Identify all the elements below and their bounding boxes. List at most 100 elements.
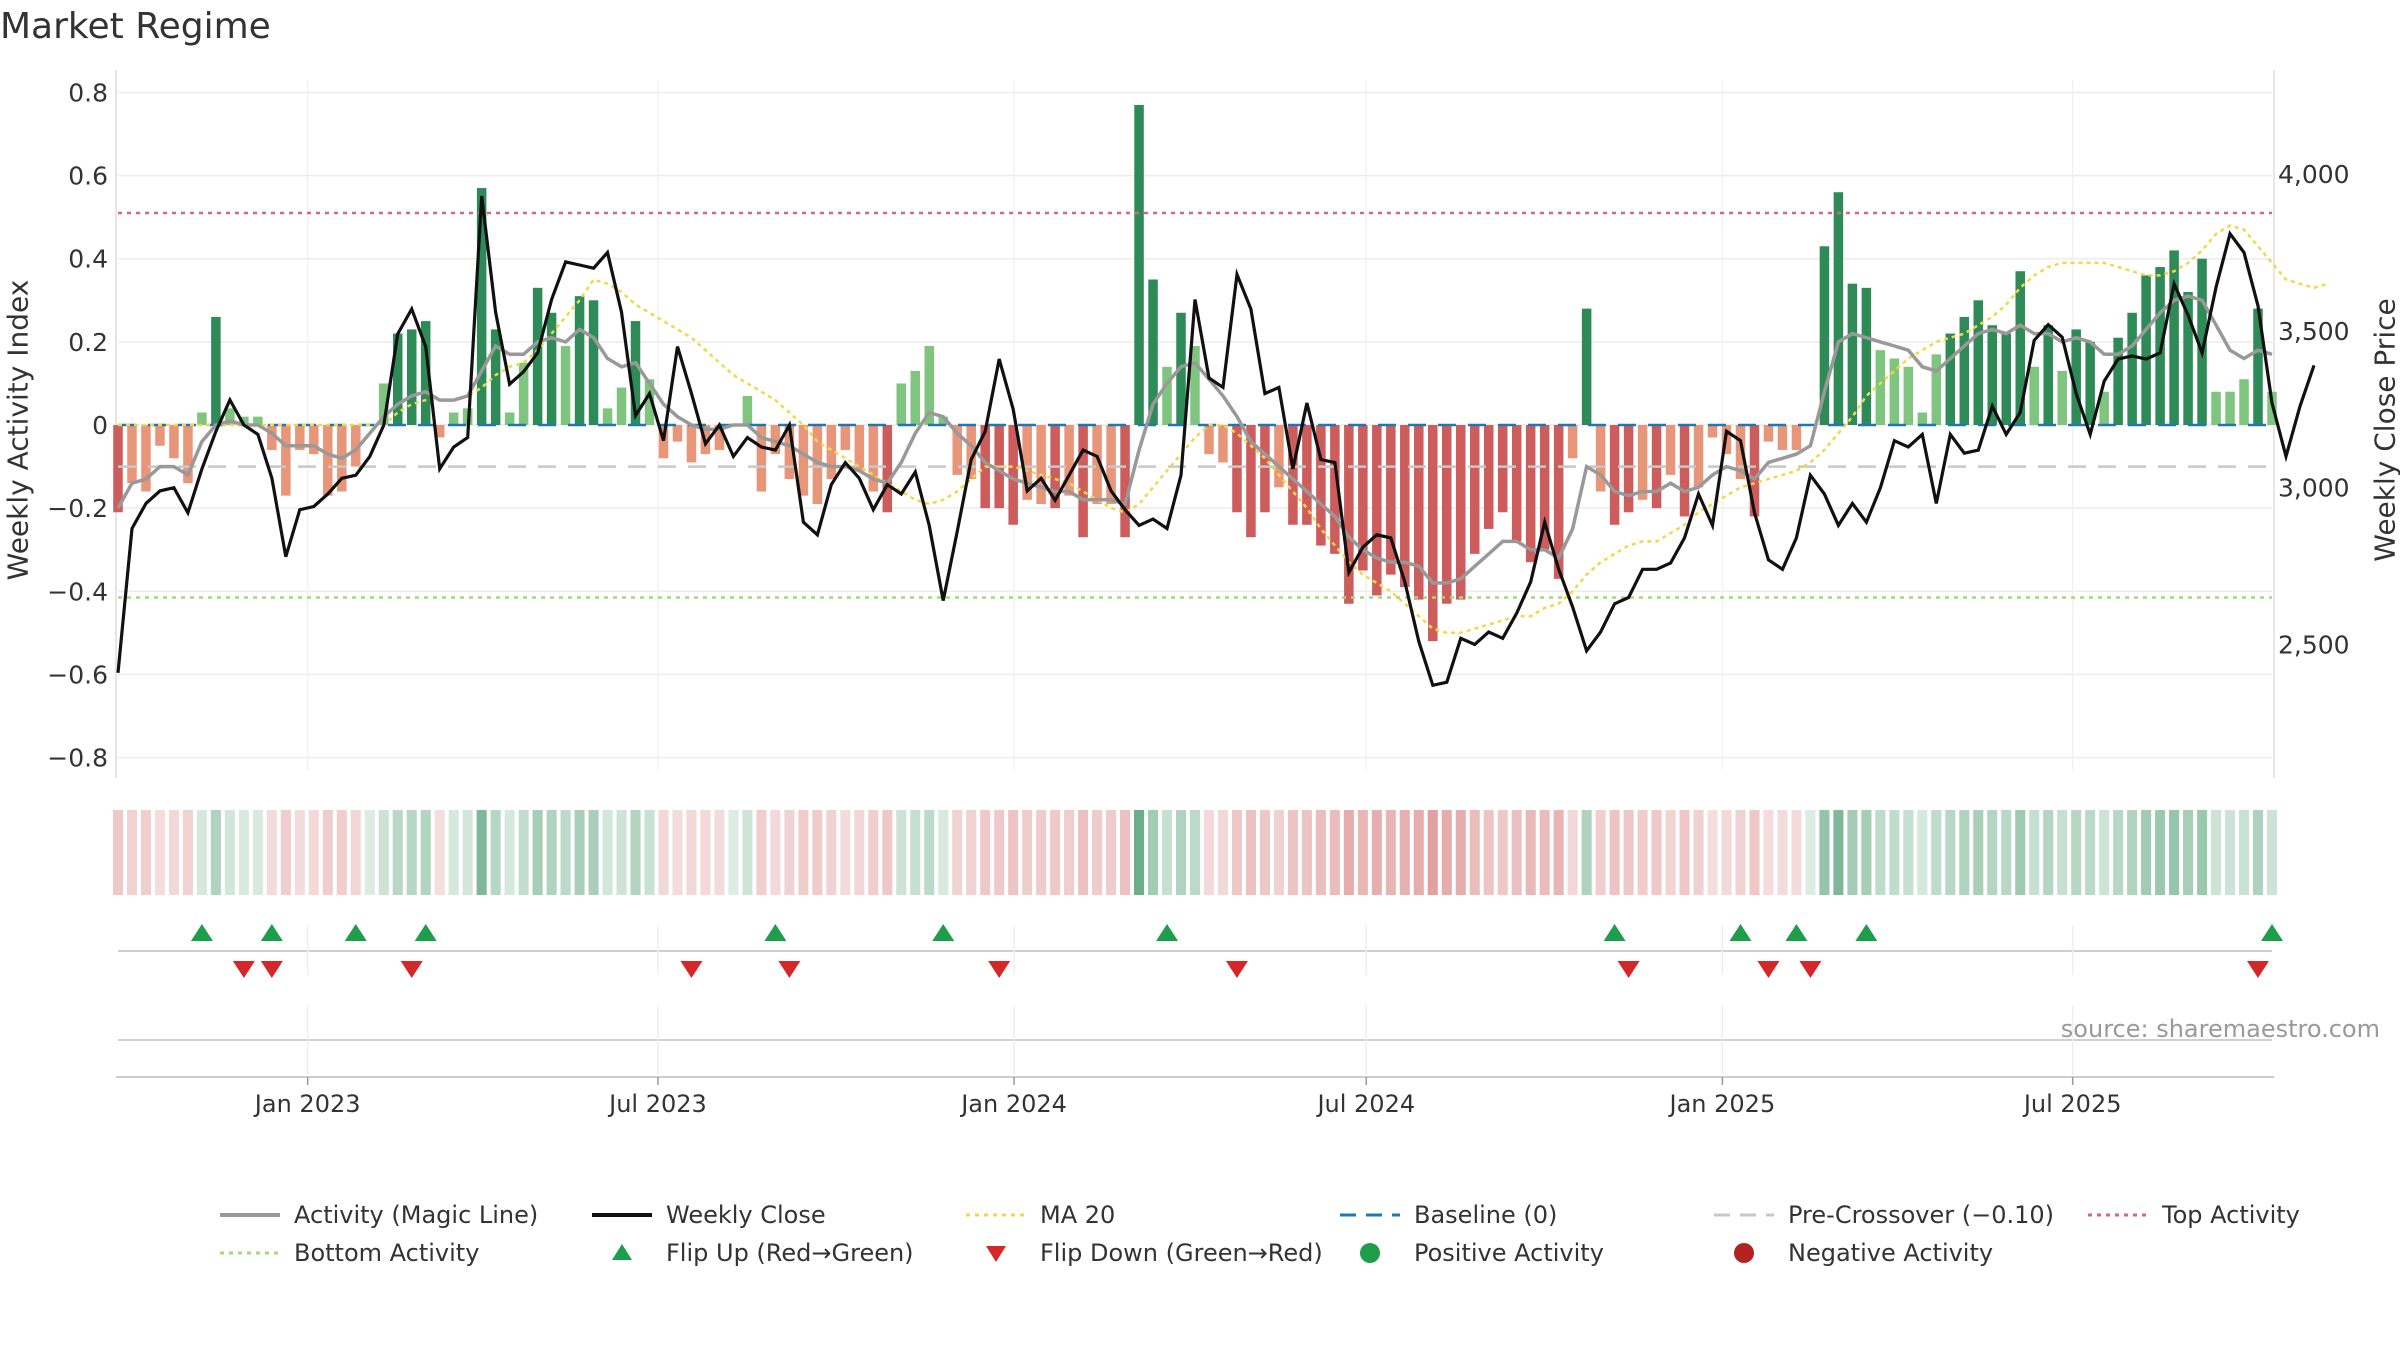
- activity-bar: [183, 425, 193, 484]
- x-tick-label: Jan 2024: [959, 1090, 1067, 1118]
- activity-bar: [1749, 425, 1760, 517]
- activity-bar: [1581, 308, 1592, 425]
- activity-bar: [1148, 279, 1158, 425]
- y-tick-left: 0.4: [68, 245, 108, 274]
- regime-strip-cell: [1455, 810, 1466, 895]
- flip-down-marker: [400, 961, 423, 978]
- activity-bar: [1693, 425, 1704, 488]
- regime-strip-cell: [574, 810, 585, 895]
- activity-bar: [1987, 325, 1998, 425]
- regime-strip-cell: [602, 810, 613, 895]
- activity-bar: [644, 379, 655, 425]
- regime-strip-cell: [1092, 810, 1103, 895]
- activity-bar: [588, 300, 599, 425]
- regime-strip-cell: [1945, 810, 1956, 895]
- y-tick-left: −0.6: [47, 660, 108, 689]
- regime-strip-cell: [1161, 810, 1173, 895]
- regime-strip-cell: [994, 810, 1005, 895]
- activity-bar: [1791, 425, 1802, 450]
- activity-bar: [602, 408, 613, 425]
- regime-strip-cell: [910, 810, 921, 895]
- flip-down-marker: [1799, 961, 1822, 978]
- y-tick-left: 0.2: [68, 328, 108, 357]
- activity-bar: [1400, 425, 1410, 588]
- regime-strip-cell: [1078, 810, 1089, 895]
- regime-strip-cell: [2183, 810, 2194, 895]
- activity-bar: [1833, 192, 1844, 425]
- legend-ma20-label: MA 20: [1040, 1201, 1116, 1229]
- activity-bar: [546, 312, 557, 425]
- regime-strip-cell: [266, 810, 277, 895]
- regime-strip-cell: [686, 810, 697, 895]
- regime-strip-cell: [182, 810, 193, 895]
- activity-bar: [1665, 425, 1676, 475]
- legend-ma20-swatch: [966, 1213, 1026, 1217]
- chart-title: Market Regime: [0, 6, 271, 47]
- regime-strip-cell: [434, 810, 445, 895]
- activity-bar: [1246, 425, 1256, 538]
- regime-strip-cell: [294, 810, 305, 895]
- regime-strip-cell: [2113, 810, 2124, 895]
- y-tick-left: −0.4: [47, 577, 108, 606]
- activity-bar: [239, 416, 249, 425]
- activity-bar: [686, 425, 697, 463]
- legend-magic-line: Activity (Magic Line): [220, 1200, 538, 1230]
- regime-strip-cell: [2225, 810, 2236, 895]
- flip-up-marker: [1729, 924, 1752, 941]
- regime-strip-cell: [1595, 810, 1606, 895]
- regime-strip-cell: [924, 810, 935, 895]
- activity-bar: [2043, 325, 2053, 425]
- regime-strip-cell: [518, 810, 529, 895]
- activity-bar: [1092, 425, 1102, 504]
- regime-strip-cell: [2099, 810, 2110, 895]
- regime-strip-cell: [1287, 810, 1298, 895]
- activity-bar: [1637, 425, 1648, 500]
- y-tick-left: −0.8: [47, 744, 108, 773]
- activity-bar: [448, 412, 459, 425]
- activity-bar: [2141, 275, 2151, 425]
- y-tick-left: 0.8: [68, 78, 108, 107]
- regime-strip-cell: [1022, 810, 1033, 895]
- regime-strip-cell: [1106, 810, 1117, 895]
- regime-strip-cell: [1917, 810, 1928, 895]
- regime-strip-cell: [224, 810, 235, 895]
- legend-flip-up: Flip Up (Red→Green): [592, 1238, 914, 1268]
- regime-strip-cell: [2029, 810, 2040, 895]
- regime-strip-cell: [1777, 810, 1788, 895]
- activity-bar: [1917, 412, 1928, 425]
- regime-strip-cell: [952, 810, 963, 895]
- regime-strip-cell: [1273, 810, 1284, 895]
- regime-strip-cell: [826, 810, 837, 895]
- activity-bar: [1455, 425, 1466, 600]
- activity-bar: [2225, 391, 2235, 425]
- activity-bar: [1525, 425, 1536, 563]
- flip-up-marker: [190, 924, 213, 941]
- regime-strip-cell: [854, 810, 865, 895]
- regime-strip-cell: [1203, 810, 1215, 895]
- regime-strip-cell: [2155, 810, 2166, 895]
- regime-strip-cell: [280, 810, 291, 895]
- regime-strip-cell: [1399, 810, 1410, 895]
- activity-bar: [1358, 425, 1368, 571]
- regime-strip-cell: [1064, 810, 1075, 895]
- activity-bar: [2057, 370, 2067, 425]
- regime-strip-cell: [1217, 810, 1229, 895]
- activity-bar: [784, 425, 795, 480]
- activity-bar: [1483, 425, 1494, 529]
- activity-bar: [2015, 271, 2025, 425]
- regime-strip-cell: [742, 810, 753, 895]
- activity-bar: [1064, 425, 1074, 496]
- flip-down-marker: [2247, 961, 2270, 978]
- regime-strip-cell: [980, 810, 991, 895]
- regime-strip-cell: [588, 810, 599, 895]
- x-tick-label: Jan 2023: [253, 1090, 361, 1118]
- activity-bar: [1344, 425, 1354, 604]
- activity-bar: [1679, 425, 1690, 517]
- flip-up-marker: [1785, 924, 1808, 941]
- activity-bar: [1232, 425, 1242, 513]
- regime-strip-cell: [2197, 810, 2208, 895]
- regime-strip-cell: [840, 810, 851, 895]
- flip-up-marker: [764, 924, 787, 941]
- activity-bar: [197, 412, 207, 425]
- x-tick-label: Jul 2025: [2022, 1090, 2122, 1118]
